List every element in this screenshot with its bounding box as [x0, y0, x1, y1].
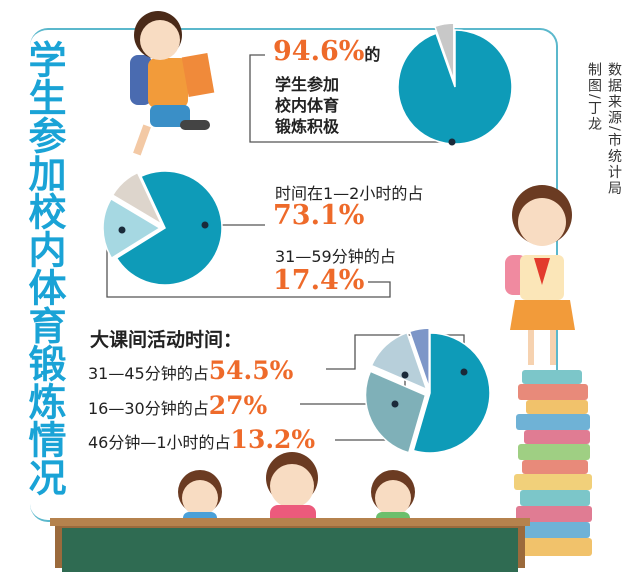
desc-line: 学生参加: [275, 75, 340, 94]
value-31-59-min: 17.4%: [273, 265, 365, 296]
pie-3-slice-3: [370, 331, 428, 391]
boy-illustration: [130, 11, 215, 156]
value-1-2-hours: 73.1%: [273, 200, 365, 231]
label-31-59-min: 31—59分钟的占: [275, 247, 396, 266]
stat-description: 学生参加 校内体育 锻炼积极: [275, 74, 339, 137]
desc-line: 校内体育: [275, 96, 340, 115]
stat-value: 94.6%: [273, 36, 365, 67]
label-1-2-hours: 时间在1—2小时的占: [275, 184, 424, 203]
source-credit: 数据来源/市统计局: [606, 62, 622, 197]
pie-2-slice-3: [111, 171, 164, 227]
author-credit: 制图/丁龙: [586, 62, 602, 133]
row-31-45: 31—45分钟的占54.5%: [88, 356, 293, 385]
stat-active-rate: 94.6%的: [273, 36, 380, 67]
break-activity-heading: 大课间活动时间：: [90, 329, 243, 351]
row-label: 31—45分钟的占: [88, 364, 209, 383]
dot: [448, 138, 456, 146]
row-value: 27%: [208, 391, 268, 420]
dot: [201, 221, 209, 229]
pie-3-slice-4: [408, 327, 430, 389]
row-label: 46分钟—1小时的占: [88, 433, 231, 452]
row-16-30: 16—30分钟的占27%: [88, 391, 267, 420]
chalkboard-illustration: [50, 518, 530, 572]
row-value: 13.2%: [230, 425, 316, 454]
row-label: 16—30分钟的占: [88, 399, 209, 418]
girl-illustration: [505, 185, 575, 365]
book-stack-illustration: [514, 370, 592, 556]
pie-3-slice-2: [364, 370, 427, 454]
dot: [460, 368, 468, 376]
pie-1-slice-1: [397, 29, 513, 145]
connector-dots: [118, 138, 468, 408]
row-value: 54.5%: [208, 356, 294, 385]
desc-line: 锻炼积极: [275, 117, 340, 136]
kids-illustration: [178, 452, 415, 532]
row-46-60: 46分钟—1小时的占13.2%: [88, 425, 315, 454]
pie-2-slice-2: [102, 197, 162, 260]
stat-suffix: 的: [364, 45, 381, 64]
dot: [118, 226, 126, 234]
pie-2-slice-1: [115, 170, 223, 286]
pie-3-slice-1: [412, 332, 491, 454]
pie-1-slice-2: [433, 22, 455, 81]
page-title: 学生参加校内体育锻炼情况: [22, 40, 66, 496]
dot: [391, 400, 399, 408]
dot: [401, 371, 409, 379]
connector-1: [249, 54, 452, 143]
